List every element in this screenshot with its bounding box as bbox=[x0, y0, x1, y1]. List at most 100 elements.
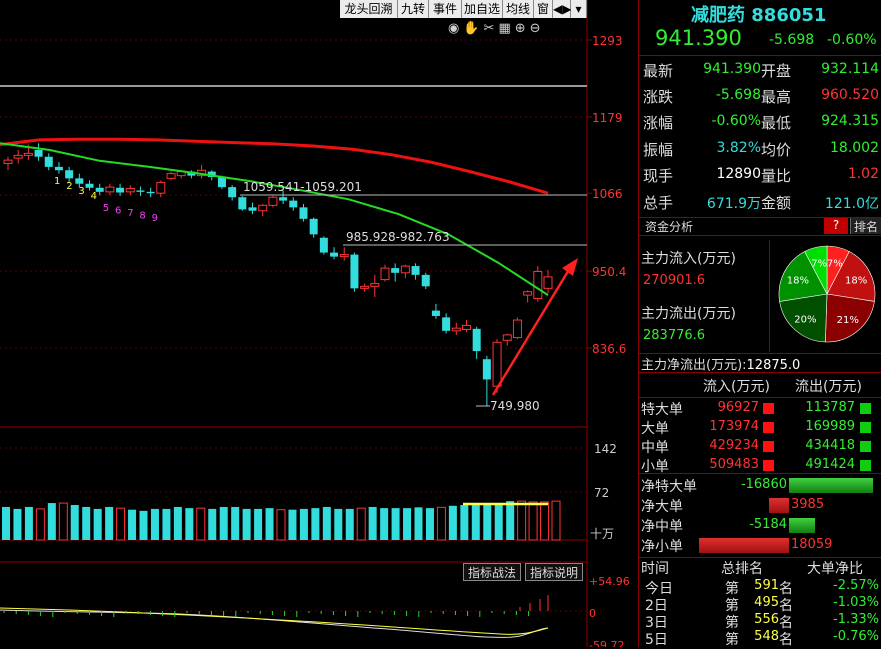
candle-body bbox=[360, 285, 370, 289]
net-row-label: 净小单 bbox=[641, 539, 683, 555]
candle-body bbox=[258, 204, 268, 212]
net-value: 3985 bbox=[791, 497, 825, 512]
price-tick-label: 1293 bbox=[592, 34, 623, 48]
pie-label: 20% bbox=[794, 314, 816, 325]
hand-icon[interactable]: ✋ bbox=[463, 21, 484, 36]
outflow-value: 283776.6 bbox=[643, 328, 706, 343]
quote-label: 现手 bbox=[643, 167, 674, 185]
volume-bar bbox=[288, 509, 297, 540]
volume-bar bbox=[116, 507, 126, 541]
candle-body bbox=[350, 254, 359, 289]
stock-price: 941.390 bbox=[655, 26, 742, 50]
net-bar bbox=[789, 518, 815, 533]
flow-out-marker bbox=[860, 403, 871, 414]
candle-body bbox=[309, 218, 318, 235]
candle-body bbox=[451, 327, 461, 332]
pie-label: 18% bbox=[845, 275, 867, 286]
quote-label: 总手 bbox=[643, 194, 674, 212]
candle-body bbox=[400, 265, 410, 274]
price-tick-label: 836.6 bbox=[592, 342, 626, 356]
candle-body bbox=[421, 274, 430, 287]
quote-value: -5.698 bbox=[715, 87, 761, 103]
trend-arrow bbox=[491, 267, 572, 396]
volume-bar bbox=[93, 508, 102, 540]
rank-prefix: 第 bbox=[725, 632, 739, 648]
candle-body bbox=[319, 237, 328, 253]
flow-in-value: 173974 bbox=[709, 419, 759, 434]
pie-slice bbox=[825, 293, 875, 343]
candle-body bbox=[482, 359, 491, 380]
box-icon[interactable]: ▦ bbox=[498, 21, 515, 36]
toolbar-dropdown-icon[interactable]: ▾ bbox=[571, 0, 587, 18]
quote-value: 941.390 bbox=[703, 61, 761, 77]
quote-label: 最高 bbox=[761, 88, 792, 106]
quote-value: 671.9万 bbox=[706, 196, 761, 212]
macd-tick-label: +54.96 bbox=[589, 575, 630, 588]
rank-time: 2日 bbox=[645, 598, 668, 614]
quote-label: 均价 bbox=[761, 141, 792, 159]
toolbar-dragon-review[interactable]: 龙头回溯 bbox=[340, 0, 398, 18]
eye-icon[interactable]: ◉ bbox=[448, 21, 464, 36]
net-outflow-value: 12875.0 bbox=[746, 358, 801, 373]
volume-bar bbox=[494, 503, 503, 540]
toolbar-add-favorite[interactable]: 加自选 bbox=[462, 0, 503, 18]
pie-slice bbox=[804, 245, 828, 295]
volume-bar bbox=[128, 509, 137, 540]
net-value: -5184 bbox=[749, 517, 787, 532]
candle-body bbox=[431, 310, 440, 317]
volume-bar bbox=[162, 508, 171, 540]
volume-bar bbox=[436, 506, 446, 541]
candle-body bbox=[13, 154, 23, 159]
flow-in-marker bbox=[763, 422, 774, 433]
candle-body bbox=[523, 291, 533, 296]
macd-tick-label: -59.72 bbox=[589, 639, 624, 647]
volume-bar bbox=[254, 508, 263, 540]
toolbar-nine-turn[interactable]: 九转 bbox=[398, 0, 429, 18]
volume-bar bbox=[299, 508, 308, 540]
candle-body bbox=[23, 152, 33, 156]
indicator-help-button[interactable]: 指标说明 bbox=[525, 563, 583, 581]
rank-button[interactable]: 排名 bbox=[850, 218, 881, 234]
rank-prefix: 第 bbox=[725, 598, 739, 614]
toolbar-ma[interactable]: 均线 bbox=[503, 0, 534, 18]
toolbar-events[interactable]: 事件 bbox=[429, 0, 462, 18]
flow-in-value: 429234 bbox=[709, 438, 759, 453]
indicator-strategy-button[interactable]: 指标战法 bbox=[463, 563, 521, 581]
candlestick-chart[interactable]: 129311791066950.4836.614272十万+54.960-59.… bbox=[0, 0, 638, 647]
pie-slice bbox=[779, 293, 828, 343]
toolbar-window[interactable]: 窗 bbox=[534, 0, 553, 18]
net-value: 18059 bbox=[791, 537, 833, 552]
quote-value: 121.0亿 bbox=[824, 196, 879, 212]
rank-time: 5日 bbox=[645, 632, 668, 648]
pie-label: 21% bbox=[837, 315, 859, 326]
help-button[interactable]: ? bbox=[824, 218, 848, 234]
zoom-in-icon[interactable]: ⊕ bbox=[514, 21, 530, 36]
rank-prefix: 第 bbox=[725, 581, 739, 597]
fund-pie-chart: 7%18%21%20%18%7% bbox=[778, 245, 876, 343]
volume-bar bbox=[540, 501, 550, 541]
toolbar-play-icon[interactable]: ◀▶ bbox=[553, 0, 572, 18]
rank-value: 548 bbox=[754, 629, 779, 644]
rank-value: 591 bbox=[754, 578, 779, 593]
volume-unit-label: 十万 bbox=[590, 527, 614, 541]
nine-turn-label: 5 bbox=[103, 203, 109, 214]
rank-prefix: 第 bbox=[725, 615, 739, 631]
zoom-out-icon[interactable]: ⊖ bbox=[529, 21, 545, 36]
quote-label: 涨跌 bbox=[643, 88, 674, 106]
range1-label: 1059.541-1059.201 bbox=[243, 180, 362, 194]
volume-bar bbox=[173, 506, 182, 540]
price-tick-label: 1179 bbox=[592, 111, 623, 125]
macd-diff-line bbox=[0, 609, 549, 638]
pie-slice bbox=[826, 251, 876, 302]
candle-body bbox=[472, 328, 481, 352]
volume-bar bbox=[551, 500, 561, 541]
scissors-icon[interactable]: ✂ bbox=[483, 21, 499, 36]
candle-body bbox=[166, 173, 176, 179]
candle-body bbox=[330, 252, 339, 257]
candle-body bbox=[3, 159, 13, 164]
quote-value: 932.114 bbox=[821, 61, 879, 77]
stock-title: 减肥药 886051 bbox=[691, 1, 826, 27]
candle-body bbox=[207, 171, 216, 177]
candle-body bbox=[116, 187, 125, 193]
candle-body bbox=[65, 170, 74, 179]
